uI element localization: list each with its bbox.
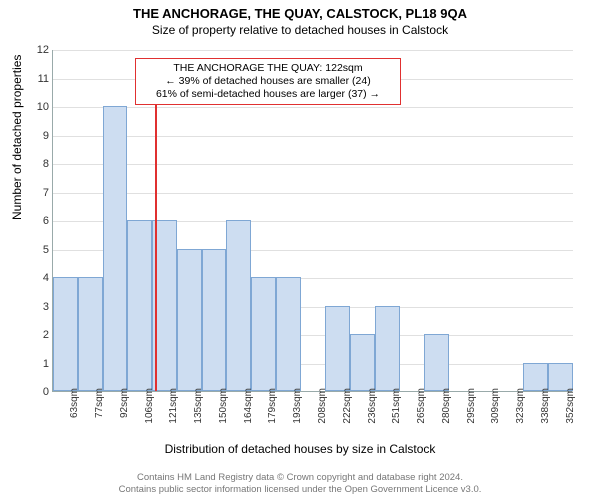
- gridline: [53, 107, 573, 108]
- bar: [325, 306, 350, 392]
- y-tick-label: 0: [29, 386, 49, 398]
- x-tick-label: 92sqm: [119, 388, 130, 418]
- x-tick-label: 121sqm: [168, 388, 179, 424]
- annotation-line3: 61% of semi-detached houses are larger (…: [142, 88, 394, 101]
- y-tick-label: 1: [29, 358, 49, 370]
- bar: [548, 363, 573, 392]
- x-tick-label: 352sqm: [565, 388, 576, 424]
- annotation-line1: THE ANCHORAGE THE QUAY: 122sqm: [142, 62, 394, 75]
- bar: [226, 220, 251, 391]
- x-tick-label: 179sqm: [267, 388, 278, 424]
- x-tick-label: 280sqm: [441, 388, 452, 424]
- x-tick-label: 164sqm: [243, 388, 254, 424]
- y-tick-label: 9: [29, 130, 49, 142]
- annotation-box: THE ANCHORAGE THE QUAY: 122sqm← 39% of d…: [135, 58, 401, 105]
- x-tick-label: 323sqm: [515, 388, 526, 424]
- y-tick-label: 7: [29, 187, 49, 199]
- y-tick-label: 8: [29, 158, 49, 170]
- bar: [127, 220, 152, 391]
- x-tick-label: 77sqm: [94, 388, 105, 418]
- x-tick-label: 222sqm: [342, 388, 353, 424]
- x-tick-label: 63sqm: [69, 388, 80, 418]
- bar: [424, 334, 449, 391]
- y-tick-label: 12: [29, 44, 49, 56]
- x-tick-label: 251sqm: [391, 388, 402, 424]
- y-tick-label: 6: [29, 215, 49, 227]
- footer-attribution: Contains HM Land Registry data © Crown c…: [0, 472, 600, 496]
- chart-plot-area: 012345678910111263sqm77sqm92sqm106sqm121…: [52, 50, 572, 392]
- y-tick-label: 11: [29, 73, 49, 85]
- bar: [103, 106, 128, 391]
- bar: [177, 249, 202, 392]
- y-tick-label: 3: [29, 301, 49, 313]
- x-tick-label: 208sqm: [317, 388, 328, 424]
- y-axis-label: Number of detached properties: [10, 55, 24, 220]
- bar: [53, 277, 78, 391]
- x-axis-label: Distribution of detached houses by size …: [0, 442, 600, 456]
- x-tick-label: 150sqm: [218, 388, 229, 424]
- x-tick-label: 338sqm: [540, 388, 551, 424]
- gridline: [53, 50, 573, 51]
- x-tick-label: 295sqm: [466, 388, 477, 424]
- chart-title-line1: THE ANCHORAGE, THE QUAY, CALSTOCK, PL18 …: [0, 0, 600, 21]
- bar: [78, 277, 103, 391]
- gridline: [53, 164, 573, 165]
- bar: [375, 306, 400, 392]
- chart-title-line2: Size of property relative to detached ho…: [0, 21, 600, 37]
- y-tick-label: 10: [29, 101, 49, 113]
- gridline: [53, 193, 573, 194]
- plot-region: 012345678910111263sqm77sqm92sqm106sqm121…: [52, 50, 572, 392]
- x-tick-label: 106sqm: [144, 388, 155, 424]
- bar: [251, 277, 276, 391]
- x-tick-label: 193sqm: [292, 388, 303, 424]
- chart-container: THE ANCHORAGE, THE QUAY, CALSTOCK, PL18 …: [0, 0, 600, 500]
- x-tick-label: 309sqm: [490, 388, 501, 424]
- x-tick-label: 265sqm: [416, 388, 427, 424]
- y-tick-label: 2: [29, 329, 49, 341]
- x-tick-label: 236sqm: [367, 388, 378, 424]
- annotation-line2: ← 39% of detached houses are smaller (24…: [142, 75, 394, 88]
- reference-line: [155, 70, 157, 391]
- footer-line2: Contains public sector information licen…: [0, 484, 600, 496]
- x-tick-label: 135sqm: [193, 388, 204, 424]
- bar: [350, 334, 375, 391]
- gridline: [53, 136, 573, 137]
- y-tick-label: 4: [29, 272, 49, 284]
- bar: [276, 277, 301, 391]
- footer-line1: Contains HM Land Registry data © Crown c…: [0, 472, 600, 484]
- y-tick-label: 5: [29, 244, 49, 256]
- bar: [523, 363, 548, 392]
- bar: [202, 249, 227, 392]
